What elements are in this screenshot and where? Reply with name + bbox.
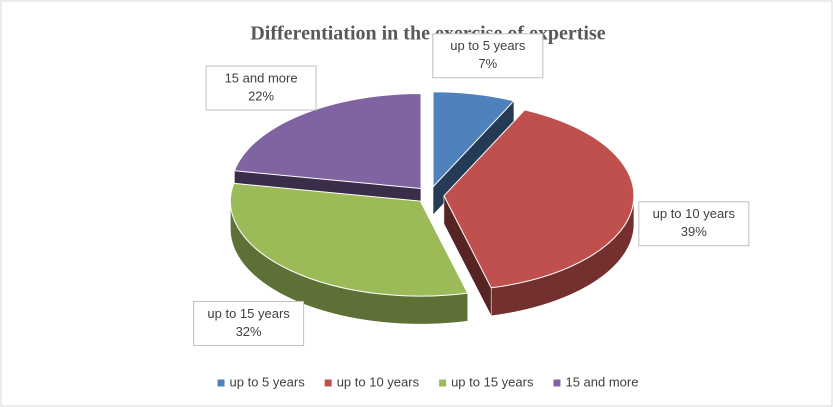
- data-label-box: [205, 65, 317, 111]
- data-label: up to 15 years 32%: [193, 300, 305, 346]
- data-label-value: 22%: [248, 88, 274, 103]
- legend-swatch: [439, 379, 447, 387]
- data-label: 15 and more 22%: [205, 65, 317, 111]
- data-label-category: up to 15 years: [207, 306, 290, 321]
- chart-title: Differentiation in the exercise of exper…: [250, 23, 605, 45]
- data-label-category: 15 and more: [225, 70, 298, 85]
- legend-swatch: [553, 379, 561, 387]
- data-label: up to 10 years 39%: [638, 201, 750, 247]
- legend-item: up to 5 years: [217, 374, 306, 389]
- data-label-value: 32%: [236, 324, 262, 339]
- legend-item: 15 and more: [553, 374, 638, 389]
- slice: [443, 109, 635, 289]
- data-label-category: up to 5 years: [450, 38, 526, 53]
- slice-tops: [229, 91, 635, 297]
- legend-swatch: [324, 379, 332, 387]
- legend-swatch: [217, 379, 225, 387]
- legend: up to 5 years up to 10 years up to 15 year…: [217, 374, 638, 389]
- data-label-box: [193, 300, 305, 346]
- legend-label: up to 10 years: [337, 374, 420, 389]
- legend-item: up to 15 years: [439, 374, 534, 389]
- slice: [233, 93, 422, 190]
- legend-item: up to 10 years: [324, 374, 420, 389]
- data-label-box: [638, 201, 750, 247]
- data-label-value: 39%: [681, 224, 707, 239]
- legend-label: up to 5 years: [230, 374, 306, 389]
- legend-label: up to 15 years: [451, 374, 534, 389]
- slice: [229, 182, 469, 297]
- data-label-box: [432, 33, 544, 79]
- slice: [432, 91, 515, 189]
- data-label: up to 5 years 7%: [432, 33, 544, 79]
- data-label-category: up to 10 years: [653, 206, 736, 221]
- data-label-value: 7%: [478, 56, 497, 71]
- legend-label: 15 and more: [565, 374, 638, 389]
